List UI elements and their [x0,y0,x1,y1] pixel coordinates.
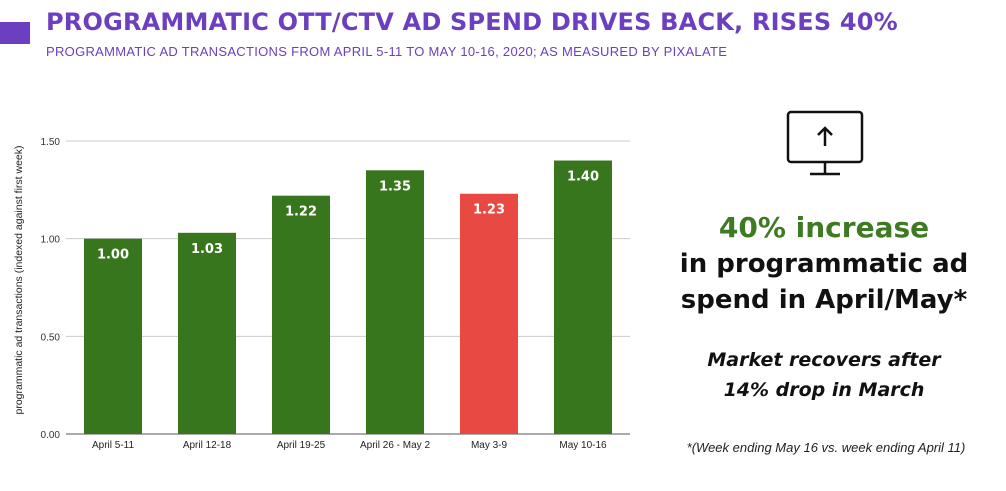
bar [84,238,142,434]
bar [460,193,518,434]
y-tick-label: 1.50 [41,137,61,148]
stat-highlight: 40% increase [718,211,930,244]
x-tick-label: April 12-18 [183,440,232,451]
data-label: 1.35 [379,179,411,194]
x-tick-label: April 5-11 [92,440,134,451]
x-tick-label: April 26 - May 2 [360,440,430,451]
stat-line-2: spend in April/May* [680,285,968,315]
page-title: PROGRAMMATIC OTT/CTV AD SPEND DRIVES BAC… [46,8,898,36]
data-label: 1.23 [473,203,505,218]
x-tick-label: April 19-25 [277,440,326,451]
recovery-note: Market recovers after 14% drop in March [684,345,964,405]
data-label: 1.22 [285,205,317,220]
monitor-up-arrow-icon [786,110,864,176]
page-subtitle: PROGRAMMATIC AD TRANSACTIONS FROM APRIL … [46,44,728,59]
y-tick-label: 0.00 [41,430,61,441]
chart-labels: 0.00 0.50 1.00 1.50 1.00 April 5-11 1.03 April … [41,137,608,451]
chart-bars [84,160,612,435]
bar [272,195,330,434]
footnote: *(Week ending May 16 vs. week ending Apr… [686,440,966,455]
data-label: 1.00 [97,248,129,263]
bar [554,160,612,434]
x-tick-label: May 3-9 [471,440,508,451]
accent-block [0,22,30,44]
y-tick-label: 1.00 [41,235,61,246]
x-tick-label: May 10-16 [559,440,607,451]
y-axis-label: programmatic ad transactions (indexed ag… [13,145,25,414]
chart-gridlines [66,140,630,435]
bar [366,170,424,435]
stat-line-1: in programmatic ad [679,249,969,279]
stat-callout: 40% increase in programmatic ad spend in… [664,210,984,318]
y-tick-label: 0.50 [41,332,61,343]
data-label: 1.40 [567,170,599,185]
bar-chart: 0.00 0.50 1.00 1.50 1.00 April 5-11 1.03 April … [13,137,630,451]
recovery-line-2: 14% drop in March [723,379,925,401]
data-label: 1.03 [191,242,223,257]
recovery-line-1: Market recovers after [707,349,941,371]
bar [178,232,236,434]
